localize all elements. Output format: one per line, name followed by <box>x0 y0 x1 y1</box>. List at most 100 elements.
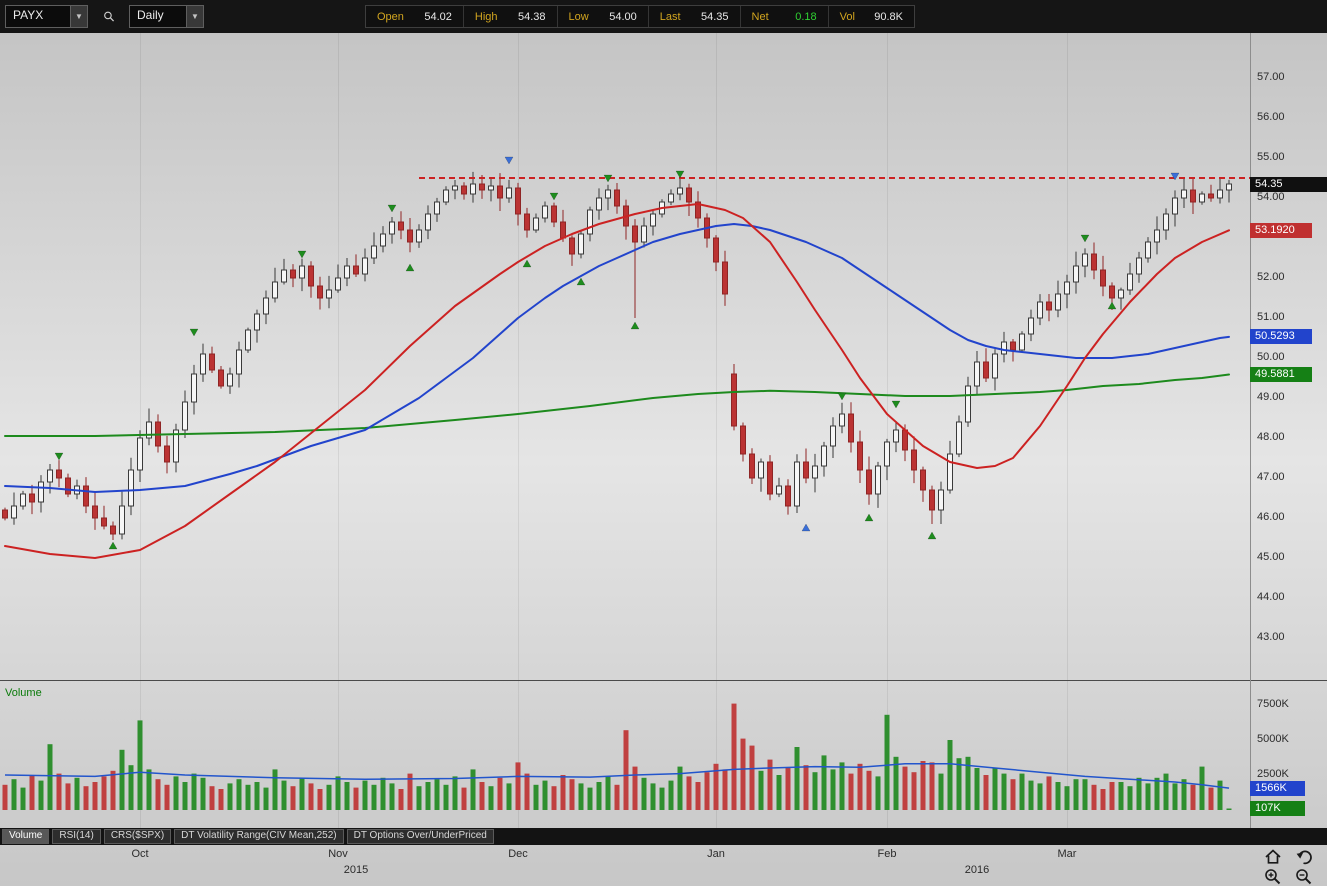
blue-ma-value-box: 50.5293 <box>1250 329 1312 345</box>
signal-marker <box>522 259 532 268</box>
volume-axis[interactable]: 7500K 5000K 2500K 1566K 107K <box>1250 681 1327 828</box>
signal-marker <box>927 531 937 540</box>
signal-marker <box>504 156 514 165</box>
tab-dt-options-over-underpriced[interactable]: DT Options Over/UnderPriced <box>346 829 494 844</box>
quote-field-open: Open 54.02 <box>366 6 463 27</box>
volume-axis-label: 2500K <box>1257 768 1289 780</box>
volume-ma-value-box: 1566K <box>1250 780 1305 796</box>
last-price-box: 54.35 <box>1250 176 1327 192</box>
signal-marker <box>549 192 559 201</box>
zoom-out-button[interactable] <box>1295 868 1313 886</box>
timeframe-combo[interactable]: Daily ▼ <box>129 5 204 28</box>
price-axis-label: 51.00 <box>1257 311 1285 323</box>
quote-field-high: High 54.38 <box>462 6 557 27</box>
symbol-dropdown-arrow-icon[interactable]: ▼ <box>70 6 87 27</box>
tab-dt-volatility-range-civ-mean-252[interactable]: DT Volatility Range(CIV Mean,252) <box>174 829 344 844</box>
volume-axis-label: 7500K <box>1257 698 1289 710</box>
signal-marker <box>297 250 307 259</box>
zoom-in-button[interactable] <box>1264 868 1282 886</box>
home-button[interactable] <box>1264 848 1282 866</box>
signal-marker <box>864 513 874 522</box>
axis-separator <box>1250 33 1251 828</box>
month-label-nov: Nov <box>328 848 348 860</box>
timeframe-dropdown-arrow-icon[interactable]: ▼ <box>186 6 203 27</box>
quote-value: 54.35 <box>701 10 729 23</box>
tab-crs-spx[interactable]: CRS($SPX) <box>103 829 172 844</box>
signal-marker <box>603 174 613 183</box>
year-label-2015: 2015 <box>343 864 369 876</box>
month-label-feb: Feb <box>877 848 897 860</box>
quote-value: 0.18 <box>795 10 817 23</box>
price-axis-label: 48.00 <box>1257 431 1285 443</box>
symbol-input[interactable]: PAYX <box>13 8 44 22</box>
quote-value: 54.38 <box>518 10 546 23</box>
month-label-dec: Dec <box>508 848 528 860</box>
signal-marker <box>387 204 397 213</box>
month-label-mar: Mar <box>1057 848 1077 860</box>
timeframe-value[interactable]: Daily <box>137 8 164 22</box>
price-axis-label: 43.00 <box>1257 631 1285 643</box>
signal-marker <box>54 452 64 461</box>
quote-field-last: Last 54.35 <box>647 6 740 27</box>
signal-marker <box>189 328 199 337</box>
volume-ma-line <box>4 763 1230 789</box>
quote-field-net: Net 0.18 <box>739 6 828 27</box>
year-label-2016: 2016 <box>964 864 990 876</box>
price-axis-label: 50.00 <box>1257 351 1285 363</box>
green-ma-line <box>4 373 1230 437</box>
tab-volume[interactable]: Volume <box>2 829 50 844</box>
quote-bar: Open 54.02 High 54.38 Low 54.00 Last 54.35 Net 0.… <box>365 5 915 28</box>
search-icon <box>104 11 115 22</box>
search-button[interactable] <box>97 5 121 28</box>
price-axis-label: 52.00 <box>1257 271 1285 283</box>
price-axis-label: 54.00 <box>1257 191 1285 203</box>
volume-bars <box>2 703 1232 810</box>
quote-label: Vol <box>839 10 855 23</box>
price-axis-label: 44.00 <box>1257 591 1285 603</box>
date-axis: Oct Nov Dec Jan Feb Mar 2015 2016 <box>0 845 1327 886</box>
volume-axis-label: 5000K <box>1257 733 1289 745</box>
pane-separator[interactable] <box>0 680 1327 681</box>
price-axis-label: 57.00 <box>1257 71 1285 83</box>
signal-marker <box>891 400 901 409</box>
quote-field-low: Low 54.00 <box>556 6 648 27</box>
signal-markers <box>54 156 1180 550</box>
price-axis-label: 45.00 <box>1257 551 1285 563</box>
volume-chart[interactable] <box>0 681 1250 828</box>
signal-marker <box>837 392 847 401</box>
blue-ma-line <box>4 223 1230 493</box>
red-ma-value-box: 53.1920 <box>1250 222 1312 238</box>
quote-label: Last <box>659 10 681 23</box>
symbol-combo[interactable]: PAYX ▼ <box>5 5 88 28</box>
quote-label: Low <box>568 10 589 23</box>
price-axis-label: 55.00 <box>1257 151 1285 163</box>
red-ma-line <box>4 203 1230 559</box>
price-axis-label: 49.00 <box>1257 391 1285 403</box>
quote-field-vol: Vol 90.8K <box>827 6 914 27</box>
quote-value: 54.00 <box>609 10 637 23</box>
price-axis-label: 46.00 <box>1257 511 1285 523</box>
quote-label: High <box>474 10 498 23</box>
signal-marker <box>1107 301 1117 310</box>
month-label-jan: Jan <box>707 848 725 860</box>
indicator-tabs-bar: Volume RSI(14) CRS($SPX) DT Volatility Rang… <box>0 828 1327 845</box>
quote-label: Net <box>751 10 769 23</box>
price-axis[interactable]: 57.00 56.00 55.00 54.00 52.00 51.00 50.00 49.00… <box>1250 33 1327 681</box>
quote-value: 90.8K <box>874 10 903 23</box>
volume-pane-label: Volume <box>5 687 42 699</box>
signal-marker <box>1170 172 1180 181</box>
quote-label: Open <box>377 10 404 23</box>
price-chart[interactable] <box>0 33 1250 681</box>
last-volume-box: 107K <box>1250 801 1305 816</box>
signal-marker <box>1080 234 1090 243</box>
price-axis-label: 56.00 <box>1257 111 1285 123</box>
signal-marker <box>801 523 811 532</box>
volume-gridlines <box>140 681 1068 828</box>
signal-marker <box>576 277 586 286</box>
signal-marker <box>108 541 118 550</box>
price-axis-label: 47.00 <box>1257 471 1285 483</box>
month-label-oct: Oct <box>131 848 149 860</box>
tab-rsi-14[interactable]: RSI(14) <box>52 829 101 844</box>
undo-button[interactable] <box>1295 848 1313 866</box>
